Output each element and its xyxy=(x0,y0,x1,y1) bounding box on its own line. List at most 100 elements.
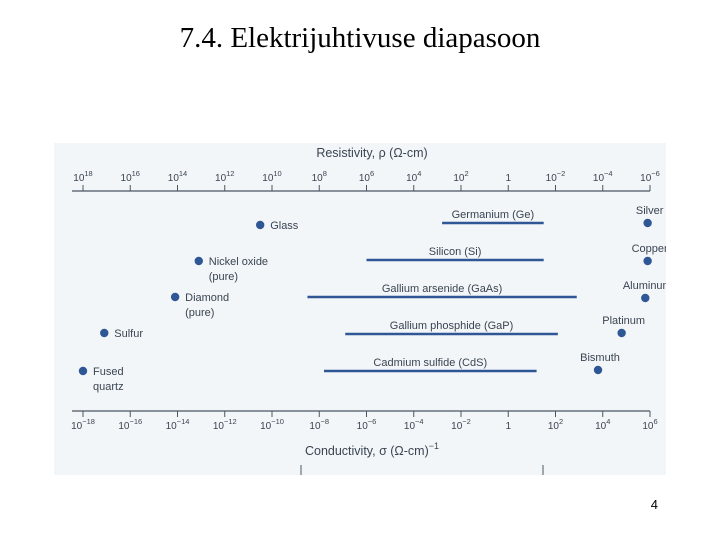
conductivity-tick-label-exp: 2 xyxy=(559,417,563,426)
material-point xyxy=(100,328,109,338)
conductivity-tick-label-base: 10 xyxy=(642,421,654,432)
conductivity-tick-label-base: 10 xyxy=(166,421,178,432)
resistivity-tick-label: 1 xyxy=(505,173,511,184)
conductivity-tick-label-base: 1 xyxy=(505,421,511,432)
conductivity-tick-label-base: 10 xyxy=(309,421,321,432)
material-label: Copper xyxy=(632,243,666,255)
semiconductor-range-label: Cadmium sulfide (CdS) xyxy=(373,357,487,369)
conductivity-ticks: 10−18 10−16 10−14 10−12 10−10 10−8 10−6 10−4 10−… xyxy=(71,411,658,432)
conductivity-axis-label-exp: −1 xyxy=(429,441,439,451)
resistivity-ticks: 1018 1016 1014 1012 1010 108 106 104 102 1 10−2 10−… xyxy=(73,169,660,191)
material-label: Silver xyxy=(636,205,664,217)
resistivity-tick-label-exp: 16 xyxy=(132,169,140,178)
material-label: Aluminum xyxy=(623,280,666,292)
material-point xyxy=(78,366,88,376)
material-points: Glass Nickel oxide (pure) Diamond (pure) Sulf… xyxy=(78,205,666,393)
conductivity-tick-label-exp: −4 xyxy=(415,417,424,426)
resistivity-tick-label-exp: 4 xyxy=(417,169,421,178)
resistivity-tick-label: 1014 xyxy=(168,169,187,184)
resistivity-tick-label: 108 xyxy=(312,169,327,184)
conductivity-range-chart: Resistivity, ρ (Ω-cm) 1018 1016 1014 1012 10… xyxy=(71,146,666,475)
resistivity-tick-label: 1010 xyxy=(262,169,281,184)
material-point xyxy=(593,365,603,375)
conductivity-tick-label: 10−16 xyxy=(118,417,142,432)
semiconductor-range-label: Gallium phosphide (GaP) xyxy=(390,320,514,332)
resistivity-tick-label: 1016 xyxy=(121,169,140,184)
material-label: Glass xyxy=(270,220,299,232)
resistivity-tick-label-base: 10 xyxy=(215,173,227,184)
conductivity-tick-label-exp: −6 xyxy=(368,417,377,426)
resistivity-tick-label: 1012 xyxy=(215,169,234,184)
conductivity-tick-label-exp: −2 xyxy=(462,417,471,426)
resistivity-tick-label-base: 1 xyxy=(505,173,511,184)
conductivity-tick-label: 10−6 xyxy=(357,417,377,432)
resistivity-tick-label-base: 10 xyxy=(73,173,85,184)
conductivity-tick-label-exp: −10 xyxy=(271,417,284,426)
material-point xyxy=(643,218,652,228)
conductivity-tick-label: 10−10 xyxy=(260,417,284,432)
resistivity-tick-label-base: 10 xyxy=(593,173,605,184)
material-point xyxy=(194,256,203,266)
resistivity-tick-label-base: 10 xyxy=(168,173,180,184)
material-label: Sulfur xyxy=(114,328,143,340)
conductivity-range-figure: Resistivity, ρ (Ω-cm) 1018 1016 1014 1012 10… xyxy=(54,143,666,475)
slide-title: 7.4. Elektrijuhtivuse diapasoon xyxy=(179,22,541,54)
conductivity-tick-label: 104 xyxy=(595,417,610,432)
resistivity-tick-label-exp: 14 xyxy=(179,169,187,178)
resistivity-tick-label-exp: −2 xyxy=(557,169,566,178)
conductivity-tick-label: 1 xyxy=(505,421,511,432)
resistivity-tick-label-exp: 18 xyxy=(84,169,92,178)
conductivity-tick-label-base: 10 xyxy=(357,421,369,432)
semiconductor-range-label: Gallium arsenide (GaAs) xyxy=(382,283,502,295)
page-number: 4 xyxy=(650,497,658,512)
conductivity-tick-label-base: 10 xyxy=(595,421,607,432)
resistivity-tick-label: 10−6 xyxy=(640,169,660,184)
semiconductor-ranges: Germanium (Ge) Silicon (Si) Gallium arseni… xyxy=(307,209,577,373)
material-label: (pure) xyxy=(209,271,238,283)
resistivity-tick-label-exp: −4 xyxy=(604,169,613,178)
material-point xyxy=(617,328,626,338)
resistivity-tick-label-base: 10 xyxy=(262,173,274,184)
material-point xyxy=(170,292,180,302)
material-label: quartz xyxy=(93,381,124,393)
conductivity-tick-label-base: 10 xyxy=(71,421,83,432)
conductivity-axis-label: Conductivity, σ (Ω-cm)−1 xyxy=(305,441,439,458)
resistivity-tick-label: 106 xyxy=(359,169,374,184)
resistivity-tick-label-base: 10 xyxy=(406,173,418,184)
resistivity-tick-label-exp: 2 xyxy=(464,169,468,178)
semiconductor-range-label: Silicon (Si) xyxy=(429,246,482,258)
resistivity-tick-label-base: 10 xyxy=(359,173,371,184)
resistivity-tick-label-exp: 8 xyxy=(323,169,327,178)
conductivity-tick-label-exp: −16 xyxy=(129,417,142,426)
resistivity-tick-label-base: 10 xyxy=(640,173,652,184)
conductivity-tick-label: 106 xyxy=(642,417,657,432)
material-label: Bismuth xyxy=(580,352,620,364)
resistivity-tick-label: 10−2 xyxy=(546,169,566,184)
conductivity-tick-label-exp: −14 xyxy=(177,417,190,426)
conductivity-tick-label-exp: −12 xyxy=(224,417,237,426)
resistivity-tick-label-exp: −6 xyxy=(651,169,660,178)
resistivity-tick-label: 1018 xyxy=(73,169,92,184)
conductivity-tick-label-base: 10 xyxy=(548,421,560,432)
resistivity-tick-label-exp: 10 xyxy=(273,169,281,178)
resistivity-tick-label: 10−4 xyxy=(593,169,613,184)
resistivity-axis-label: Resistivity, ρ (Ω-cm) xyxy=(316,146,427,160)
conductivity-axis-label-text: Conductivity, σ (Ω-cm) xyxy=(305,444,429,458)
material-label: Diamond xyxy=(185,292,229,304)
material-label: Nickel oxide xyxy=(209,256,268,268)
conductivity-tick-label-exp: 6 xyxy=(653,417,657,426)
semiconductor-range-label: Germanium (Ge) xyxy=(452,209,535,221)
resistivity-tick-label-base: 10 xyxy=(121,173,133,184)
conductivity-tick-label-base: 10 xyxy=(260,421,272,432)
resistivity-tick-label-exp: 6 xyxy=(370,169,374,178)
conductivity-tick-label-base: 10 xyxy=(404,421,416,432)
material-point xyxy=(643,256,652,266)
conductivity-tick-label-exp: 4 xyxy=(606,417,610,426)
material-point xyxy=(641,293,650,303)
material-label: (pure) xyxy=(185,307,214,319)
conductivity-tick-label: 10−4 xyxy=(404,417,424,432)
material-label: Fused xyxy=(93,366,124,378)
conductivity-tick-label-base: 10 xyxy=(118,421,130,432)
resistivity-tick-label-exp: 12 xyxy=(226,169,234,178)
conductivity-tick-label: 10−12 xyxy=(213,417,237,432)
